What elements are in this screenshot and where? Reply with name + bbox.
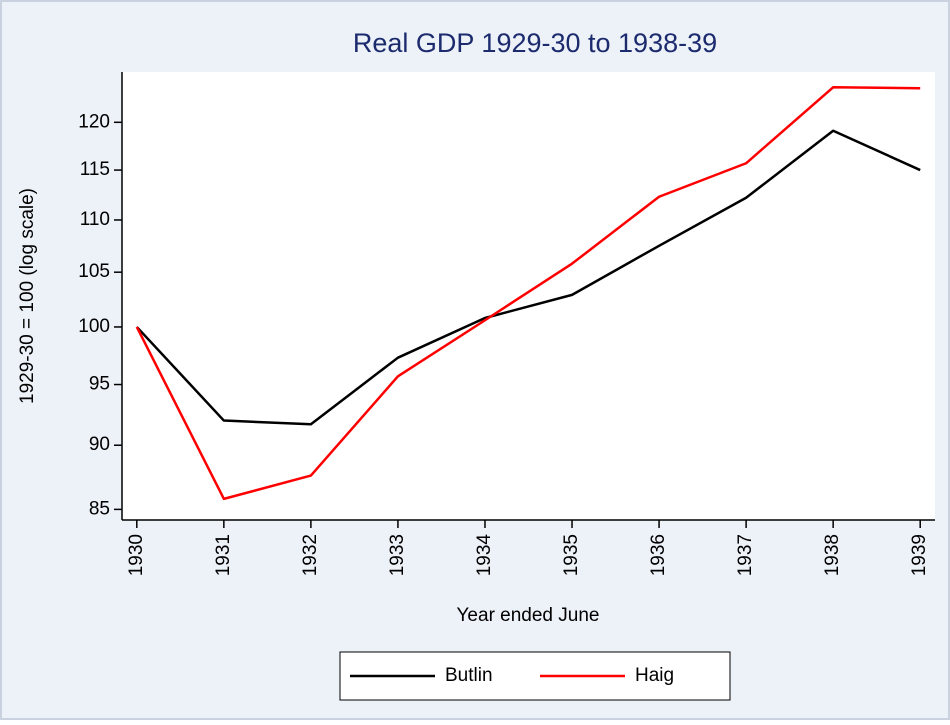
- legend-label: Haig: [635, 665, 674, 686]
- x-axis-label: Year ended June: [457, 605, 600, 626]
- chart-title: Real GDP 1929-30 to 1938-39: [353, 28, 717, 58]
- y-tick-label: 85: [89, 498, 110, 519]
- x-tick-label: 1932: [300, 534, 321, 576]
- y-tick-label: 90: [89, 434, 110, 455]
- x-tick-label: 1939: [909, 534, 930, 576]
- x-tick-label: 1938: [822, 534, 843, 576]
- y-tick-label: 95: [89, 374, 110, 395]
- y-axis-label: 1929-30 = 100 (log scale): [17, 188, 38, 404]
- plot-area: [122, 72, 935, 520]
- line-series: [135, 129, 921, 426]
- x-tick-label: 1930: [126, 534, 147, 576]
- x-tick-label: 1931: [213, 534, 234, 576]
- x-tick-label: 1934: [474, 534, 495, 577]
- x-tick-label: 1937: [735, 534, 756, 576]
- y-tick-label: 100: [78, 316, 110, 337]
- y-tick-label: 120: [78, 111, 110, 132]
- y-tick-label: 110: [80, 209, 110, 230]
- line-series: [135, 86, 921, 501]
- x-tick-label: 1935: [561, 534, 582, 576]
- x-tick-label: 1933: [387, 534, 408, 576]
- y-tick-label: 105: [78, 261, 110, 282]
- legend-label: Butlin: [445, 665, 493, 686]
- x-tick-label: 1936: [648, 534, 669, 576]
- y-tick-label: 115: [80, 159, 110, 180]
